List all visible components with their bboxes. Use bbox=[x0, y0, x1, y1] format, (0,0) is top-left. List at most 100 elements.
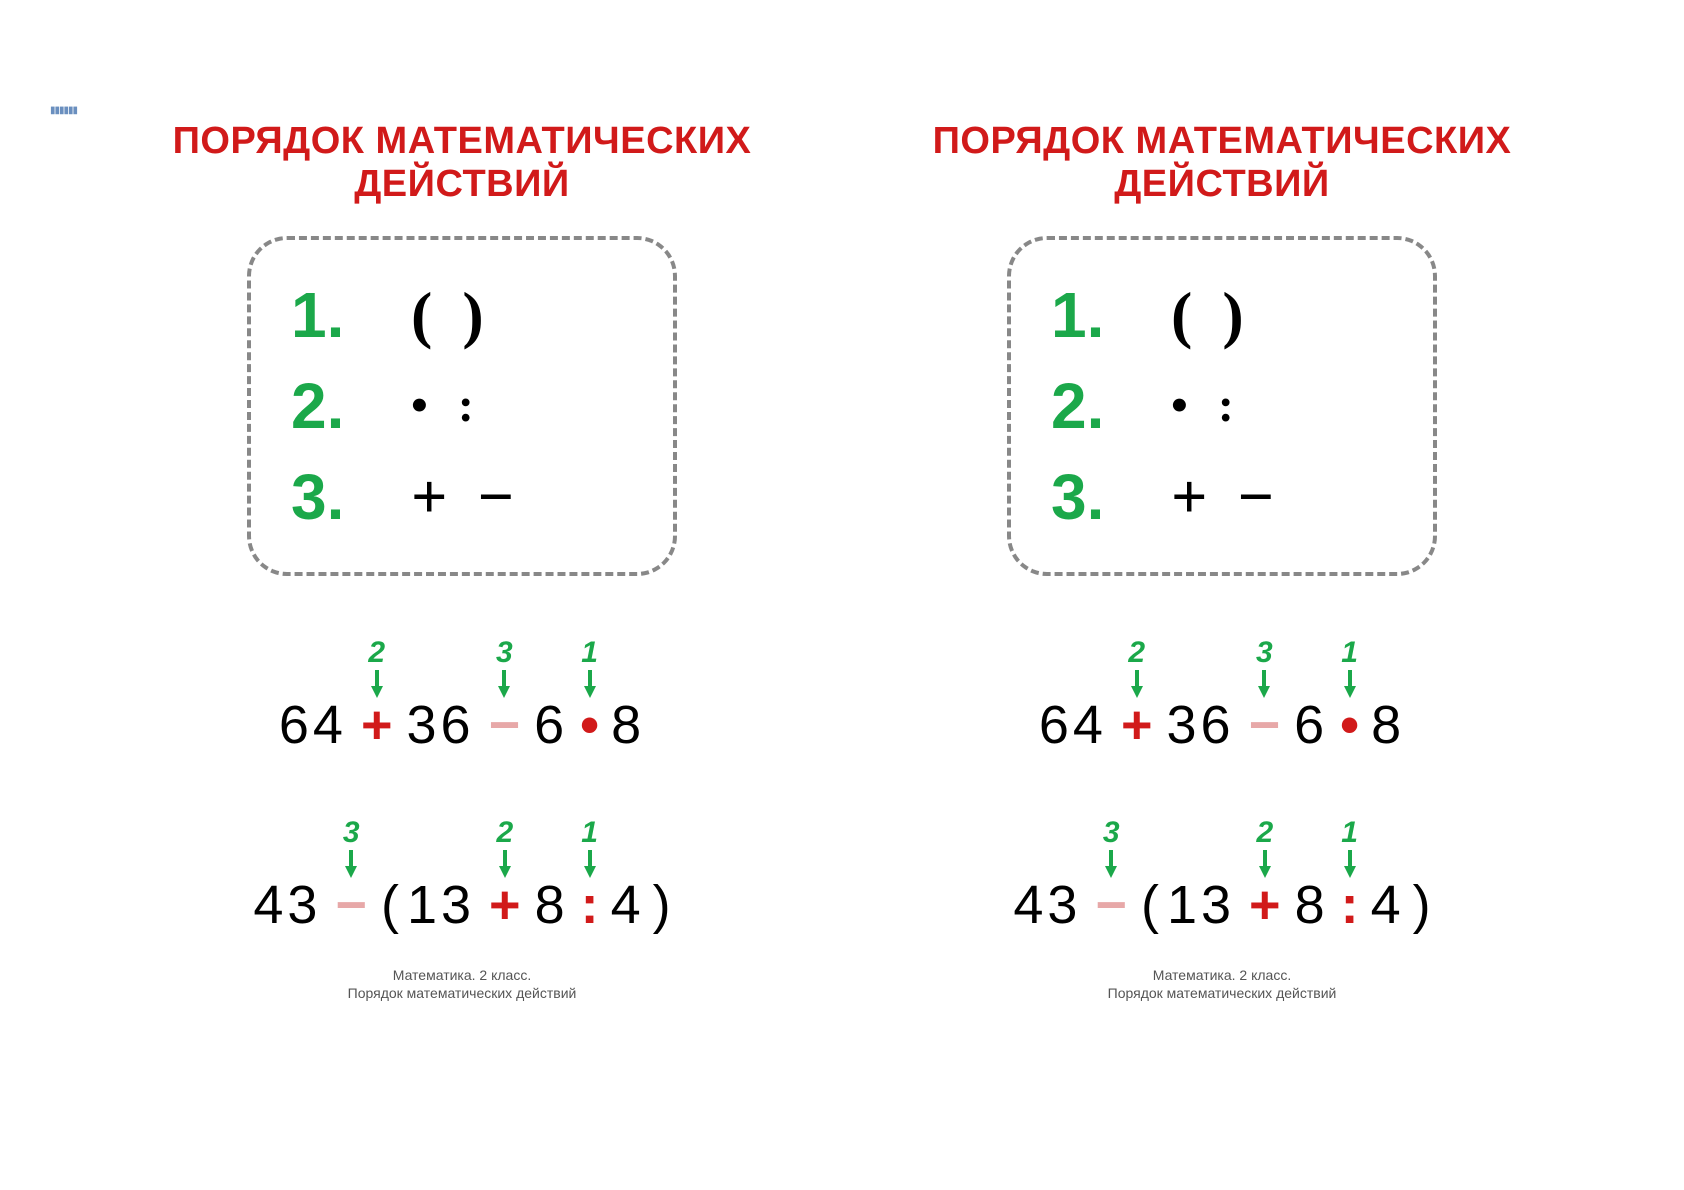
step-number: 3 bbox=[496, 636, 513, 670]
token-num: 36 bbox=[1167, 694, 1235, 756]
token-num: 8 bbox=[535, 874, 569, 936]
sym-mult: • bbox=[411, 382, 428, 430]
number: 64 bbox=[279, 694, 347, 756]
token-num: 4 bbox=[611, 874, 645, 936]
operator: − bbox=[1089, 874, 1133, 936]
token-num: 8 bbox=[1295, 874, 1329, 936]
token-num: 64 bbox=[279, 694, 347, 756]
sym-minus: − bbox=[1237, 460, 1273, 534]
step-number: 2 bbox=[496, 816, 513, 850]
token-num: 43 bbox=[1013, 874, 1081, 936]
example-2: 433 −(132 +81 :4) bbox=[102, 796, 822, 936]
panel-left: ПОРЯДОК МАТЕМАТИЧЕСКИХ ДЕЙСТВИЙ 1. ( ) 2… bbox=[102, 120, 822, 1002]
token-paren: ) bbox=[653, 874, 671, 936]
step-annotation: 2 bbox=[368, 636, 385, 698]
token-op: 2 + bbox=[355, 636, 399, 756]
footer-line1: Математика. 2 класс. bbox=[1153, 967, 1291, 983]
rule-row-2: 2. • : bbox=[1051, 369, 1393, 443]
step-number: 2 bbox=[1256, 816, 1273, 850]
decorative-bar: ▮▮▮▮▮▮ bbox=[50, 105, 90, 113]
sym-div: : bbox=[1218, 382, 1234, 430]
token-num: 6 bbox=[1294, 694, 1328, 756]
step-annotation: 3 bbox=[1256, 636, 1273, 698]
token-op: 1 • bbox=[1336, 636, 1363, 756]
sym-paren-open: ( bbox=[1171, 278, 1192, 352]
step-annotation: 3 bbox=[496, 636, 513, 698]
token-paren: ( bbox=[1141, 874, 1159, 936]
rule-num: 1. bbox=[291, 278, 371, 352]
token-op: 3 − bbox=[329, 816, 373, 936]
rule-syms: ( ) bbox=[1171, 278, 1244, 352]
token-num: 4 bbox=[1371, 874, 1405, 936]
token-paren: ) bbox=[1413, 874, 1431, 936]
token-op: 1 : bbox=[1337, 816, 1363, 936]
token-op: 1 • bbox=[576, 636, 603, 756]
number: 8 bbox=[1371, 694, 1405, 756]
operator: : bbox=[1337, 874, 1363, 936]
number: 36 bbox=[1167, 694, 1235, 756]
number: 43 bbox=[1013, 874, 1081, 936]
rules-box: 1. ( ) 2. • : 3. + − bbox=[247, 236, 677, 576]
rules-box: 1. ( ) 2. • : 3. + − bbox=[1007, 236, 1437, 576]
step-annotation: 3 bbox=[343, 816, 360, 878]
token-op: 3 − bbox=[1243, 636, 1287, 756]
step-annotation: 3 bbox=[1103, 816, 1120, 878]
example-1: 642 +363 −6 1 • 8 bbox=[862, 616, 1582, 756]
paren: ) bbox=[1413, 874, 1431, 936]
number: 6 bbox=[534, 694, 568, 756]
step-annotation: 2 bbox=[1128, 636, 1145, 698]
page: ПОРЯДОК МАТЕМАТИЧЕСКИХ ДЕЙСТВИЙ 1. ( ) 2… bbox=[0, 0, 1684, 1042]
operator: : bbox=[577, 874, 603, 936]
operator: − bbox=[483, 694, 527, 756]
rule-row-1: 1. ( ) bbox=[291, 278, 633, 352]
step-annotation: 1 bbox=[1341, 636, 1358, 698]
title: ПОРЯДОК МАТЕМАТИЧЕСКИХ ДЕЙСТВИЙ bbox=[102, 120, 822, 206]
token-op: 2 + bbox=[1115, 636, 1159, 756]
rule-syms: + − bbox=[411, 460, 514, 534]
token-op: 3 − bbox=[1089, 816, 1133, 936]
step-number: 2 bbox=[368, 636, 385, 670]
token-num: 13 bbox=[407, 874, 475, 936]
operator: + bbox=[483, 874, 527, 936]
rule-row-2: 2. • : bbox=[291, 369, 633, 443]
rule-num: 1. bbox=[1051, 278, 1131, 352]
number: 36 bbox=[407, 694, 475, 756]
step-number: 2 bbox=[1128, 636, 1145, 670]
step-annotation: 1 bbox=[581, 636, 598, 698]
step-number: 3 bbox=[1256, 636, 1273, 670]
footer-line2: Порядок математических действий bbox=[1108, 985, 1337, 1001]
number: 13 bbox=[1167, 874, 1235, 936]
paren: ( bbox=[1141, 874, 1159, 936]
sym-paren-close: ) bbox=[1222, 278, 1243, 352]
token-num: 8 bbox=[1371, 694, 1405, 756]
step-number: 1 bbox=[581, 636, 598, 670]
number: 43 bbox=[253, 874, 321, 936]
number: 8 bbox=[1295, 874, 1329, 936]
number: 13 bbox=[407, 874, 475, 936]
token-op: 3 − bbox=[483, 636, 527, 756]
paren: ) bbox=[653, 874, 671, 936]
token-op: 1 : bbox=[577, 816, 603, 936]
rule-num: 2. bbox=[1051, 369, 1131, 443]
rule-syms: • : bbox=[1171, 382, 1234, 430]
sym-paren-close: ) bbox=[462, 278, 483, 352]
rule-num: 2. bbox=[291, 369, 371, 443]
rule-num: 3. bbox=[291, 460, 371, 534]
footer: Математика. 2 класс. Порядок математичес… bbox=[862, 966, 1582, 1002]
token-num: 64 bbox=[1039, 694, 1107, 756]
step-number: 3 bbox=[343, 816, 360, 850]
number: 8 bbox=[611, 694, 645, 756]
step-annotation: 2 bbox=[496, 816, 513, 878]
step-number: 1 bbox=[1341, 816, 1358, 850]
number: 8 bbox=[535, 874, 569, 936]
example-1: 642 +363 −61 •8 bbox=[102, 616, 822, 756]
operator: + bbox=[355, 694, 399, 756]
sym-minus: − bbox=[477, 460, 513, 534]
title: ПОРЯДОК МАТЕМАТИЧЕСКИХ ДЕЙСТВИЙ bbox=[862, 120, 1582, 206]
token-num: 6 bbox=[534, 694, 568, 756]
footer-line2: Порядок математических действий bbox=[348, 985, 577, 1001]
rule-row-1: 1. ( ) bbox=[1051, 278, 1393, 352]
sym-plus: + bbox=[1171, 460, 1207, 534]
sym-plus: + bbox=[411, 460, 447, 534]
step-annotation: 2 bbox=[1256, 816, 1273, 878]
